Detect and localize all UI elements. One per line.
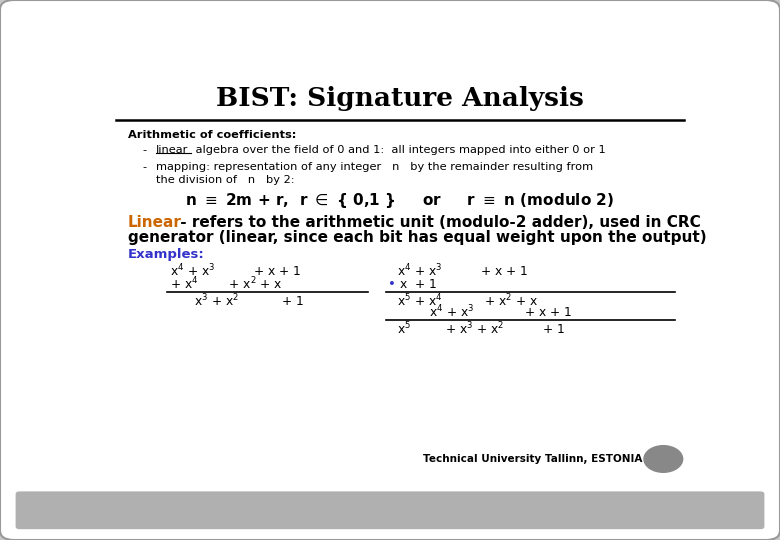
Text: -: - — [143, 161, 147, 172]
Text: algebra over the field of 0 and 1:  all integers mapped into either 0 or 1: algebra over the field of 0 and 1: all i… — [192, 145, 605, 155]
Text: - refers to the arithmetic unit (modulo-2 adder), used in CRC: - refers to the arithmetic unit (modulo-… — [175, 215, 700, 230]
Text: x  + 1: x + 1 — [399, 278, 437, 291]
Text: Linear: Linear — [128, 215, 182, 230]
Text: •: • — [388, 278, 395, 291]
Text: the division of   n   by 2:: the division of n by 2: — [155, 176, 294, 185]
Circle shape — [644, 446, 682, 472]
Text: x$^5$ + x$^4$           + x$^2$ + x: x$^5$ + x$^4$ + x$^2$ + x — [397, 293, 538, 309]
Text: x$^5$         + x$^3$ + x$^2$          + 1: x$^5$ + x$^3$ + x$^2$ + 1 — [397, 321, 566, 337]
Text: x$^4$ + x$^3$          + x + 1: x$^4$ + x$^3$ + x + 1 — [397, 262, 528, 279]
Text: + x$^4$        + x$^2$ + x: + x$^4$ + x$^2$ + x — [170, 276, 283, 293]
Text: Arithmetic of coefficients:: Arithmetic of coefficients: — [128, 130, 296, 140]
Text: x$^4$ + x$^3$             + x + 1: x$^4$ + x$^3$ + x + 1 — [429, 304, 572, 321]
Text: Examples:: Examples: — [128, 248, 204, 261]
Text: -: - — [143, 145, 147, 155]
Text: linear: linear — [155, 145, 188, 155]
Text: mapping: representation of any integer   n   by the remainder resulting from: mapping: representation of any integer n… — [155, 161, 593, 172]
Text: x$^3$ + x$^2$           + 1: x$^3$ + x$^2$ + 1 — [194, 293, 304, 309]
Text: n $\equiv$ 2m + r,  r $\in$ { 0,1 }     or     r $\equiv$ n (modulo 2): n $\equiv$ 2m + r, r $\in$ { 0,1 } or r … — [185, 191, 615, 210]
Text: x$^4$ + x$^3$          + x + 1: x$^4$ + x$^3$ + x + 1 — [170, 262, 302, 279]
Text: BIST: Signature Analysis: BIST: Signature Analysis — [216, 86, 583, 111]
Text: Technical University Tallinn, ESTONIA: Technical University Tallinn, ESTONIA — [423, 454, 643, 464]
Text: generator (linear, since each bit has equal weight upon the output): generator (linear, since each bit has eq… — [128, 230, 707, 245]
